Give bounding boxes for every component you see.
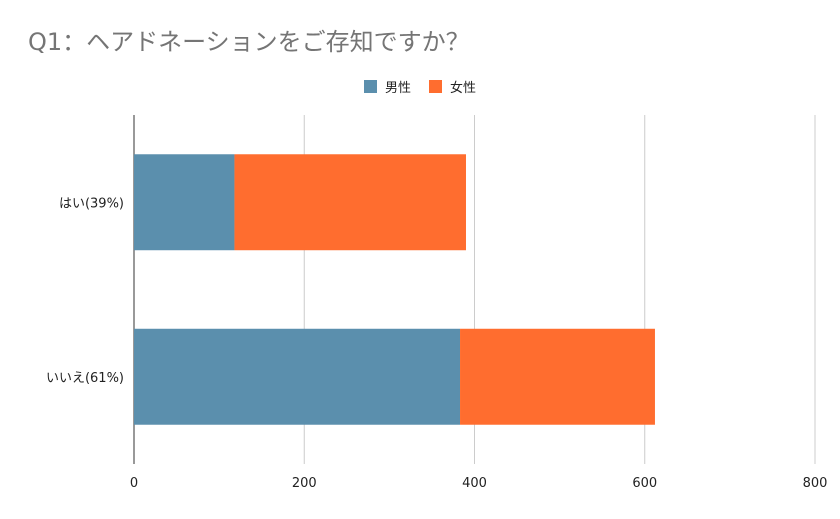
x-tick-label: 0 <box>130 476 138 491</box>
x-tick-label: 600 <box>632 476 657 491</box>
y-tick-label: いいえ(61%) <box>46 371 124 386</box>
bar-male <box>134 154 235 251</box>
x-tick-label: 400 <box>462 476 487 491</box>
legend-label-female: 女性 <box>450 81 477 96</box>
legend-swatch-female <box>429 80 442 93</box>
legend-label-male: 男性 <box>384 81 411 96</box>
bar-female <box>234 154 466 251</box>
x-tick-label: 200 <box>292 476 317 491</box>
legend-item-female: 女性 <box>429 77 476 96</box>
legend: 男性 女性 <box>0 77 840 96</box>
y-tick-label: はい(39%) <box>59 196 124 211</box>
x-tick-label: 800 <box>803 476 828 491</box>
bar-male <box>134 328 461 425</box>
legend-item-male: 男性 <box>363 77 411 96</box>
chart-title: Q1：ヘアドネーションをご存知ですか？ <box>28 28 470 56</box>
bar-female <box>460 328 655 425</box>
legend-swatch-male <box>363 80 377 93</box>
